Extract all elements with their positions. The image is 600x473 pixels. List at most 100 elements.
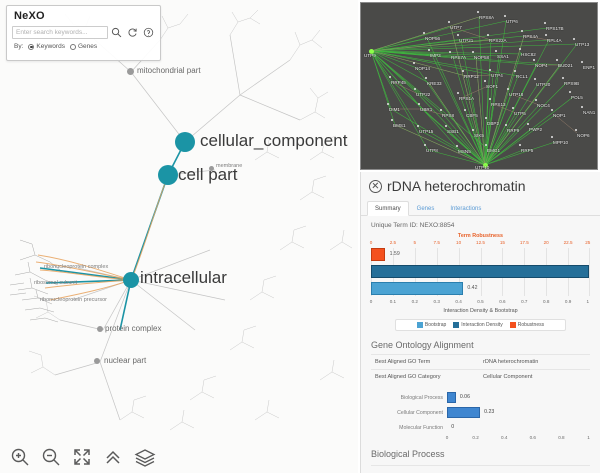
gene-node[interactable] [472,129,475,132]
detail-tabs[interactable]: Summary Genes Interactions [361,196,600,216]
gene-node[interactable] [505,124,508,127]
gene-node[interactable] [487,34,490,37]
go-value-molecular-function: 0 [451,424,455,430]
gene-hub-utp9[interactable] [369,49,374,54]
tree-node-cellular-component[interactable] [175,132,195,152]
gene-node[interactable] [562,77,565,80]
detail-header: rDNA heterochromatin [361,172,600,196]
close-circle-icon[interactable] [369,179,382,193]
tab-summary[interactable]: Summary [367,201,409,216]
bar-robustness[interactable] [371,248,386,261]
search-icon[interactable] [110,25,124,39]
gene-node[interactable] [391,119,394,122]
gene-node[interactable] [551,109,554,112]
term-detail-panel[interactable]: rDNA heterochromatin Summary Genes Inter… [360,172,600,473]
tab-genes[interactable]: Genes [416,206,435,212]
gene-node[interactable] [448,21,451,24]
gene-node[interactable] [485,117,488,120]
tree-node-membrane[interactable] [209,166,214,171]
bar-interaction-density[interactable] [371,265,589,278]
gene-node[interactable] [535,99,538,102]
gene-node[interactable] [389,76,392,79]
gene-node[interactable] [449,51,452,54]
gene-node[interactable] [504,15,507,18]
tree-node-nuclear-part[interactable] [94,358,100,364]
go-bar-cellular-component[interactable] [447,407,480,418]
gene-node[interactable] [424,144,427,147]
radio-genes[interactable]: Genes [69,43,97,50]
gene-node[interactable] [484,80,487,83]
go-term-key: Best Aligned GO Term [375,359,431,365]
gene-interaction-network[interactable]: UTP9 UTP10 RPS8A UTP6 UTP7 RPS17B NOP56 … [360,2,598,170]
gene-node[interactable] [462,70,465,73]
tree-node-protein-complex[interactable] [97,326,103,332]
gene-node[interactable] [413,62,416,65]
go-bar-biological-process[interactable] [447,392,456,403]
gene-node[interactable] [573,38,576,41]
tree-node-cell-part[interactable] [158,165,178,185]
gene-node[interactable] [457,92,460,95]
gene-node[interactable] [423,32,426,35]
tab-interactions[interactable]: Interactions [450,206,482,212]
gene-node[interactable] [512,107,515,110]
gene-node[interactable] [556,59,559,62]
layers-icon[interactable] [134,447,156,467]
gene-node[interactable] [575,129,578,132]
tree-node-mitochondrial-part[interactable] [127,68,134,75]
gene-node[interactable] [418,103,421,106]
gene-node[interactable] [495,50,498,53]
radio-keywords-label: Keywords [36,43,65,50]
gene-node[interactable] [551,136,554,139]
gene-node[interactable] [489,69,492,72]
gene-node[interactable] [387,103,390,106]
gene-node[interactable] [477,11,480,14]
gene-node[interactable] [440,109,443,112]
gene-node[interactable] [464,109,467,112]
radio-keywords[interactable]: Keywords [28,43,65,50]
gene-node[interactable] [457,34,460,37]
tree-node-intracellular[interactable] [123,272,139,288]
gene-node[interactable] [569,91,572,94]
gene-node[interactable] [414,88,417,91]
gene-node[interactable] [527,123,530,126]
radio-genes-dot [69,43,76,50]
bar-bootstrap[interactable] [371,282,463,295]
double-chevron-up-icon[interactable] [103,447,123,467]
gene-hub-utp10[interactable] [483,163,488,168]
gene-node[interactable] [417,125,420,128]
gene-node[interactable] [428,49,431,52]
gene-node[interactable] [489,98,492,101]
search-input[interactable] [12,25,108,39]
gene-node[interactable] [521,30,524,33]
gene-node[interactable] [507,88,510,91]
legend-item-bootstrap[interactable]: Bootstrap [416,322,446,328]
help-icon[interactable] [141,25,155,39]
gene-node[interactable] [514,70,517,73]
gene-node[interactable] [581,106,584,109]
zoom-in-icon[interactable] [10,447,30,467]
gene-node[interactable] [445,125,448,128]
go-row-molecular-function: Molecular Function 0 [371,420,590,435]
gene-node[interactable] [456,145,459,148]
zoom-out-icon[interactable] [41,447,61,467]
gene-node[interactable] [545,34,548,37]
ontology-tree-view[interactable]: cellular_component cell part intracellul… [0,0,358,473]
gene-node[interactable] [544,22,547,25]
gene-node[interactable] [581,61,584,64]
view-toolbar[interactable] [0,441,358,473]
gene-node[interactable] [425,77,428,80]
legend-item-interaction-density[interactable]: Interaction Density [453,322,503,328]
tick: 0.4 [455,299,462,304]
legend-item-robustness[interactable]: Robustness [509,322,544,328]
gene-node[interactable] [533,59,536,62]
refresh-icon[interactable] [126,25,140,39]
gene-node[interactable] [472,51,475,54]
gene-node[interactable] [519,144,522,147]
search-panel[interactable]: NeXO By: [6,5,161,61]
gene-node[interactable] [485,144,488,147]
gene-node[interactable] [534,78,537,81]
go-label-cellular-component: Cellular Component [397,409,443,416]
table-row: Best Aligned GO Term rDNA heterochromati… [371,354,590,369]
gene-node[interactable] [519,48,522,51]
fit-screen-icon[interactable] [72,447,92,467]
